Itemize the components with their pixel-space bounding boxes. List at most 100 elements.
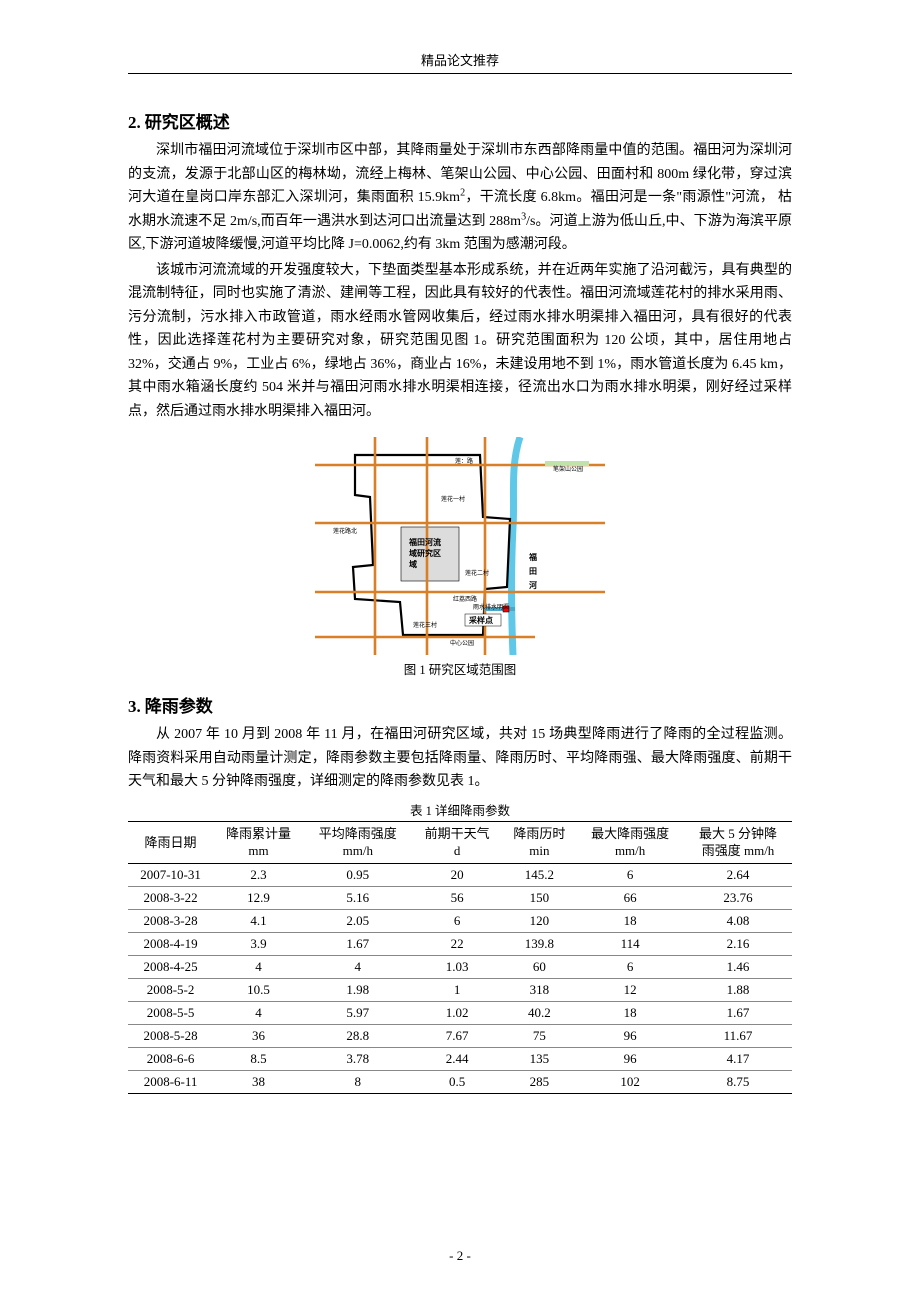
table-cell: 12.9 [213,886,304,909]
table-header-row: 降雨日期 降雨累计量mm 平均降雨强度mm/h 前期干天气d 降雨历时min 最… [128,821,792,863]
table-cell: 18 [576,909,684,932]
table-cell: 5.97 [304,1001,412,1024]
table-cell: 22 [412,932,503,955]
label-road-left: 莲花路北 [333,527,357,535]
table-cell: 2008-5-28 [128,1024,213,1047]
table-cell: 4 [213,955,304,978]
figure-1-caption: 图 1 研究区域范围图 [128,659,792,678]
table-cell: 102 [576,1070,684,1093]
table-cell: 2007-10-31 [128,863,213,886]
section-2-title: 研究区概述 [145,113,230,132]
table-cell: 2008-6-11 [128,1070,213,1093]
table-cell: 66 [576,886,684,909]
table-row: 2008-5-283628.87.67759611.67 [128,1024,792,1047]
table-cell: 12 [576,978,684,1001]
table-cell: 135 [503,1047,577,1070]
table-row: 2007-10-312.30.9520145.262.64 [128,863,792,886]
label-center: 中心公园 [450,639,474,647]
table-cell: 3.78 [304,1047,412,1070]
label-region-3: 域 [409,559,417,569]
table-cell: 2.44 [412,1047,503,1070]
table-cell: 10.5 [213,978,304,1001]
table-cell: 2.3 [213,863,304,886]
table-cell: 1.88 [684,978,792,1001]
table-1: 降雨日期 降雨累计量mm 平均降雨强度mm/h 前期干天气d 降雨历时min 最… [128,821,792,1094]
river-line [512,437,521,655]
table-row: 2008-5-210.51.981318121.88 [128,978,792,1001]
section-2-num: 2. [128,113,141,132]
label-road-r3: 红荔西路 [453,595,477,603]
table-cell: 60 [503,955,577,978]
para-overview-1: 深圳市福田河流域位于深圳市区中部，其降雨量处于深圳市东西部降雨量中值的范围。福田… [128,139,792,257]
table-cell: 1.03 [412,955,503,978]
table-cell: 5.16 [304,886,412,909]
table-cell: 8.5 [213,1047,304,1070]
table-cell: 1.98 [304,978,412,1001]
park-marker [545,461,589,466]
table-cell: 8.75 [684,1070,792,1093]
para-overview-2: 该城市河流流域的开发强度较大，下垫面类型基本形成系统，并在近两年实施了沿河截污，… [128,259,792,424]
label-region-2: 域研究区 [409,548,441,558]
label-park: 笔架山公园 [553,465,583,473]
table-row: 2008-3-284.12.056120184.08 [128,909,792,932]
table-cell: 114 [576,932,684,955]
table-cell: 18 [576,1001,684,1024]
label-region-1: 福田河流 [408,537,441,547]
table-cell: 20 [412,863,503,886]
table-cell: 318 [503,978,577,1001]
table-cell: 2008-5-2 [128,978,213,1001]
table-cell: 75 [503,1024,577,1047]
table-cell: 56 [412,886,503,909]
table-cell: 3.9 [213,932,304,955]
section-2-heading: 2.研究区概述 [128,108,792,133]
table-cell: 4.08 [684,909,792,932]
table-cell: 150 [503,886,577,909]
label-r2: 莲花二村 [465,569,489,577]
table-row: 2008-4-193.91.6722139.81142.16 [128,932,792,955]
table-cell: 96 [576,1024,684,1047]
table-cell: 23.76 [684,886,792,909]
table-cell: 2008-4-19 [128,932,213,955]
section-3-num: 3. [128,697,141,716]
table-cell: 6 [576,863,684,886]
table-cell: 1 [412,978,503,1001]
table-cell: 120 [503,909,577,932]
table-cell: 0.5 [412,1070,503,1093]
table-cell: 2.64 [684,863,792,886]
table-cell: 145.2 [503,863,577,886]
table-cell: 2008-3-28 [128,909,213,932]
table-cell: 4 [213,1001,304,1024]
table-cell: 38 [213,1070,304,1093]
table-row: 2008-4-25441.036061.46 [128,955,792,978]
label-road-top: 莲：路 [455,457,473,465]
table-row: 2008-5-545.971.0240.2181.67 [128,1001,792,1024]
label-river-3: 河 [529,580,537,590]
label-drain: 雨水排水明渠 [473,603,509,611]
table-cell: 2.16 [684,932,792,955]
table-cell: 11.67 [684,1024,792,1047]
table-cell: 28.8 [304,1024,412,1047]
table-1-caption: 表 1 详细降雨参数 [128,800,792,819]
table-cell: 2008-5-5 [128,1001,213,1024]
table-cell: 285 [503,1070,577,1093]
table-cell: 2.05 [304,909,412,932]
table-cell: 8 [304,1070,412,1093]
label-river-1: 福 [528,552,537,562]
table-cell: 1.67 [304,932,412,955]
page-header: 精品论文推荐 [128,50,792,74]
label-river-2: 田 [529,567,537,576]
table-cell: 2008-4-25 [128,955,213,978]
table-cell: 0.95 [304,863,412,886]
table-cell: 6 [412,909,503,932]
table-cell: 1.02 [412,1001,503,1024]
table-cell: 2008-3-22 [128,886,213,909]
table-row: 2008-6-113880.52851028.75 [128,1070,792,1093]
table-cell: 1.46 [684,955,792,978]
table-cell: 96 [576,1047,684,1070]
table-cell: 139.8 [503,932,577,955]
section-3-heading: 3.降雨参数 [128,692,792,717]
table-cell: 4 [304,955,412,978]
table-cell: 2008-6-6 [128,1047,213,1070]
table-row: 2008-3-2212.95.16561506623.76 [128,886,792,909]
table-cell: 36 [213,1024,304,1047]
